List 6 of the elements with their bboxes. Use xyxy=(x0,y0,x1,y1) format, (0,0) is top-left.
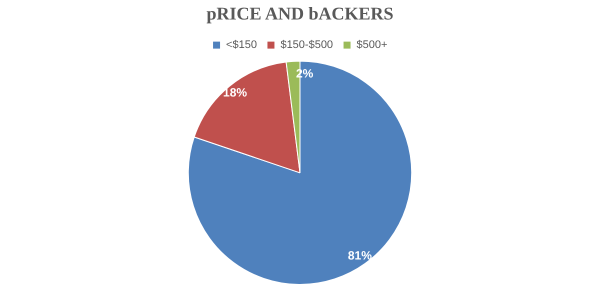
chart-title: pRICE AND bACKERS xyxy=(206,3,394,24)
legend-label: <$150 xyxy=(226,39,257,52)
data-label: 81% xyxy=(348,248,372,263)
data-label: 18% xyxy=(223,85,248,100)
legend-label: $150-$500 xyxy=(280,39,334,52)
legend-label: $500+ xyxy=(356,39,388,52)
